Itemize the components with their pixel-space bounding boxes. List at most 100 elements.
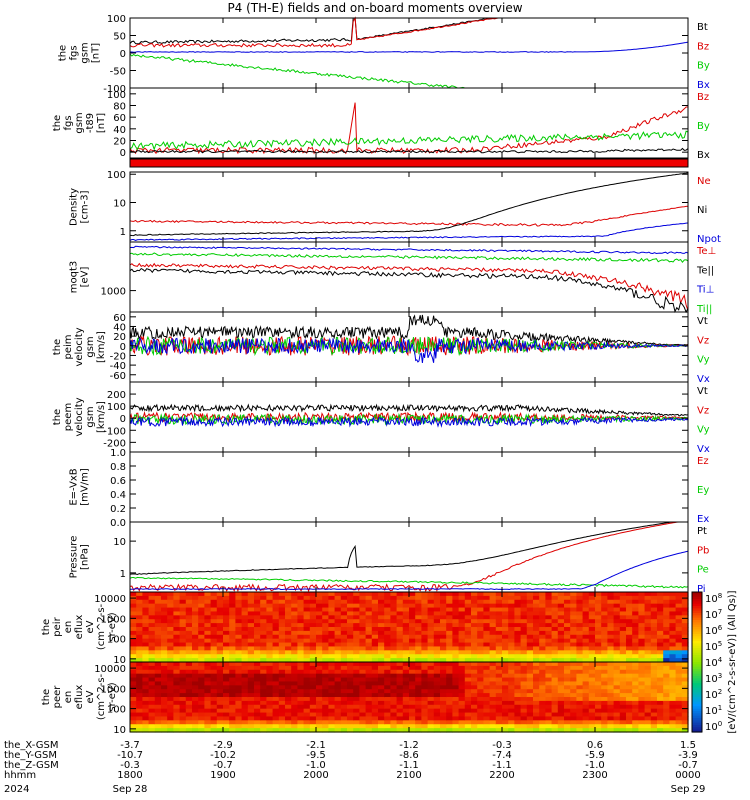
panel9-spectrogram-cell	[533, 677, 540, 683]
panel9-spectrogram-cell	[514, 704, 522, 710]
panel9-spectrogram-cell	[681, 673, 689, 679]
panel8-spectrogram-cell	[669, 615, 677, 620]
panel9-spectrogram-cell	[675, 681, 683, 686]
panel5-legend-0: Vt	[697, 386, 708, 397]
panel8-spectrogram-cell	[638, 638, 646, 644]
panel9-spectrogram-cell	[483, 720, 491, 725]
panel9-spectrogram-cell	[278, 704, 286, 710]
panel8-spectrogram-cell	[192, 623, 199, 628]
panel9-spectrogram-cell	[452, 728, 460, 733]
panel9-spectrogram-cell	[570, 693, 577, 698]
panel9-spectrogram-cell	[557, 665, 565, 671]
panel9-spectrogram-cell	[297, 708, 305, 714]
panel8-spectrogram-cell	[192, 627, 199, 632]
panel8-spectrogram-cell	[502, 607, 509, 613]
colorbar-tick-label: 104	[705, 656, 723, 669]
panel8-spectrogram-cell	[378, 627, 385, 632]
panel8-spectrogram-cell	[526, 658, 534, 663]
panel9-spectrogram-cell	[669, 708, 677, 714]
panel8-spectrogram-cell	[427, 615, 435, 620]
panel9-spectrogram-cell	[520, 728, 528, 733]
panel9-spectrogram-cell	[564, 685, 571, 690]
panel8-spectrogram-cell	[229, 658, 236, 663]
panel9-spectrogram-cell	[161, 689, 168, 694]
panel8-spectrogram-cell	[539, 603, 546, 609]
panel8-spectrogram-cell	[130, 623, 137, 628]
panel8-spectrogram-cell	[142, 658, 150, 663]
panel8-spectrogram-cell	[185, 650, 193, 655]
panel8-spectrogram-cell	[669, 611, 677, 616]
panel9-spectrogram-cell	[347, 704, 354, 710]
panel9-spectrogram-cell	[415, 665, 422, 671]
panel8-spectrogram-cell	[340, 592, 348, 597]
panel8-spectrogram-cell	[328, 642, 336, 648]
panel9-spectrogram-cell	[514, 673, 522, 679]
panel9-spectrogram-cell	[136, 681, 143, 686]
colorbar-cell	[692, 664, 702, 668]
panel9-spectrogram-cell	[278, 724, 286, 729]
panel8-spectrogram-cell	[130, 627, 137, 632]
panel9-spectrogram-cell	[223, 712, 230, 718]
panel8-spectrogram-cell	[365, 619, 373, 624]
panel9-spectrogram-cell	[278, 685, 286, 690]
panel1-legend-2: Bx	[697, 150, 710, 161]
panel8-spectrogram-cell	[285, 611, 292, 616]
panel9-spectrogram-cell	[148, 712, 156, 718]
panel8-spectrogram-cell	[198, 623, 205, 628]
panel9-spectrogram-cell	[557, 720, 565, 725]
panel9-spectrogram-cell	[446, 720, 453, 725]
panel9-spectrogram-cell	[545, 697, 553, 702]
panel9-spectrogram-cell	[619, 693, 627, 698]
panel8-spectrogram-cell	[626, 615, 633, 620]
panel9-spectrogram-cell	[644, 662, 652, 667]
panel8-spectrogram-cell	[235, 619, 243, 624]
panel8-spectrogram-cell	[247, 642, 255, 648]
panel8-spectrogram-cell	[613, 611, 621, 616]
panel9-spectrogram-cell	[675, 720, 683, 725]
panel8-spectrogram-cell	[167, 595, 174, 601]
panel8-spectrogram-cell	[582, 623, 590, 628]
panel9-spectrogram-cell	[291, 689, 298, 694]
panel8-spectrogram-cell	[260, 599, 267, 605]
panel8-spectrogram-cell	[223, 646, 230, 651]
panel8-spectrogram-cell	[347, 630, 354, 636]
xaxis-row-label-1: the_Y-GSM	[4, 750, 57, 761]
panel9-spectrogram-cell	[564, 716, 571, 721]
panel9-spectrogram-cell	[185, 712, 193, 718]
panel9-spectrogram-cell	[378, 708, 385, 714]
panel9-spectrogram-cell	[533, 689, 540, 694]
panel9-spectrogram-cell	[520, 697, 528, 702]
panel8-spectrogram-cell	[557, 658, 565, 663]
xaxis-tick-hhmm: 2300	[582, 770, 607, 781]
panel8-spectrogram-cell	[347, 650, 354, 655]
panel9-spectrogram-cell	[192, 693, 199, 698]
panel9-spectrogram-cell	[328, 728, 336, 733]
panel8-spectrogram-cell	[371, 658, 379, 663]
panel8-spectrogram-cell	[409, 650, 416, 655]
panel9-spectrogram-cell	[136, 697, 143, 702]
panel9-spectrogram-cell	[464, 689, 472, 694]
panel9-spectrogram-cell	[179, 685, 187, 690]
panel8-spectrogram-cell	[514, 603, 522, 609]
panel8-spectrogram-cell	[167, 603, 174, 609]
panel9-spectrogram-cell	[396, 724, 404, 729]
panel8-spectrogram-cell	[539, 654, 546, 659]
panel2-ylabel-line: [cm-3]	[80, 190, 91, 223]
xaxis-tick-hhmm: 1800	[117, 770, 142, 781]
panel9-spectrogram-cell	[142, 708, 150, 714]
panel8-spectrogram-cell	[334, 658, 342, 663]
xaxis-tick-hhmm: 2100	[396, 770, 421, 781]
panel9-spectrogram-cell	[458, 697, 466, 702]
panel9-spectrogram-cell	[278, 697, 286, 702]
panel9-spectrogram-cell	[223, 720, 230, 725]
panel8-spectrogram-cell	[173, 623, 181, 628]
panel9-spectrogram-cell	[347, 689, 354, 694]
panel9-spectrogram-cell	[390, 704, 398, 710]
panel8-spectrogram-cell	[520, 603, 528, 609]
panel8-spectrogram-cell	[539, 630, 546, 636]
panel9-spectrogram-cell	[272, 693, 280, 698]
panel8-spectrogram-cell	[440, 634, 447, 640]
panel8-spectrogram-cell	[545, 615, 553, 620]
panel9-spectrogram-cell	[402, 681, 410, 686]
panel8-spectrogram-cell	[595, 599, 602, 605]
